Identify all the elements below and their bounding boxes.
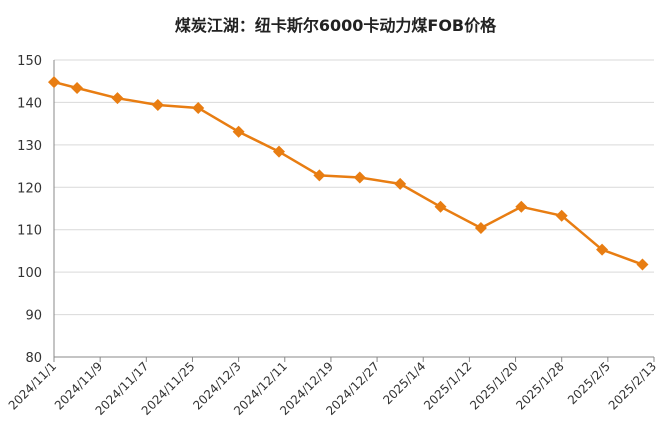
data-point bbox=[48, 76, 60, 89]
data-point bbox=[555, 209, 568, 222]
y-tick-labels: 80 90 100 110 120 130 140 150 bbox=[17, 54, 42, 366]
x-tick-label: 2025/1/12 bbox=[421, 359, 474, 412]
data-point bbox=[313, 169, 326, 182]
x-tick-label: 2025/1/28 bbox=[513, 359, 566, 412]
y-tick-label: 80 bbox=[25, 351, 42, 366]
y-tick-label: 130 bbox=[17, 139, 42, 154]
x-tick-label: 2025/2/5 bbox=[565, 359, 613, 407]
x-tick-label: 2025/2/13 bbox=[606, 359, 659, 412]
data-point bbox=[474, 222, 487, 235]
data-point bbox=[71, 82, 84, 95]
x-tick-labels: 2024/11/12024/11/92024/11/172024/11/2520… bbox=[6, 359, 659, 418]
y-tick-label: 100 bbox=[17, 266, 42, 281]
data-point bbox=[192, 101, 205, 114]
series-line bbox=[53, 80, 643, 266]
data-point bbox=[394, 177, 407, 190]
x-tick-label: 2025/1/4 bbox=[380, 359, 428, 407]
y-tick-label: 140 bbox=[17, 96, 42, 111]
y-tick-label: 110 bbox=[17, 224, 42, 239]
data-point bbox=[151, 98, 164, 111]
x-tick-label: 2024/11/1 bbox=[6, 359, 59, 412]
data-point bbox=[515, 200, 528, 213]
y-tick-label: 90 bbox=[25, 309, 42, 324]
data-point bbox=[434, 200, 447, 213]
grid-lines bbox=[54, 59, 654, 316]
data-point bbox=[232, 125, 245, 138]
data-point bbox=[636, 258, 649, 271]
x-tick-label: 2025/1/20 bbox=[467, 359, 520, 412]
data-point bbox=[353, 171, 366, 184]
data-point bbox=[273, 145, 285, 158]
y-tick-label: 150 bbox=[17, 54, 42, 69]
chart-title: 煤炭江湖：纽卡斯尔6000卡动力煤FOB价格 bbox=[174, 16, 497, 35]
data-point bbox=[596, 243, 609, 256]
data-point bbox=[111, 92, 124, 105]
y-tick-label: 120 bbox=[17, 181, 42, 196]
axes bbox=[53, 60, 655, 362]
series bbox=[48, 76, 649, 271]
